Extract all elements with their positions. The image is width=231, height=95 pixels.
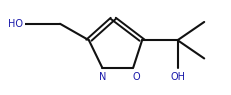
Text: OH: OH (170, 72, 185, 82)
Text: N: N (98, 72, 106, 82)
Text: HO: HO (9, 19, 24, 29)
Text: O: O (133, 72, 140, 82)
